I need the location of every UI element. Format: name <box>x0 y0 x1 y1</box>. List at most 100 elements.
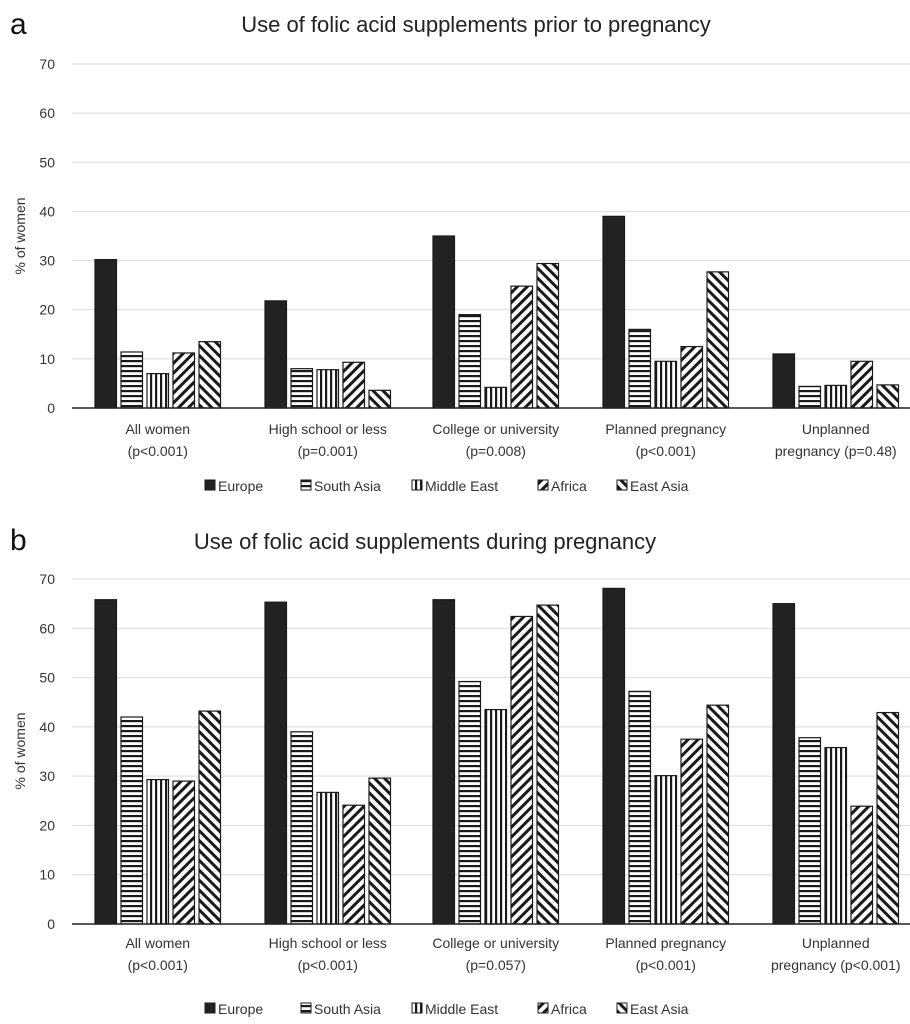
panel-b-title: Use of folic acid supplements during pre… <box>194 529 656 554</box>
y-tick-label: 60 <box>39 105 55 121</box>
bar-middle-east <box>654 775 678 925</box>
y-tick-label: 30 <box>39 768 55 784</box>
bar-africa <box>680 738 704 925</box>
bar-east-asia <box>706 271 730 409</box>
panel-b-chart: b Use of folic acid supplements during p… <box>10 524 910 1017</box>
x-category-label: (p<0.001) <box>636 443 696 459</box>
bar-africa <box>172 780 196 925</box>
panel-a-letter: a <box>10 8 27 41</box>
panel-b-y-axis-label: % of women <box>12 712 28 789</box>
bar-europe <box>772 603 796 925</box>
legend-label-east-asia: East Asia <box>630 1001 689 1017</box>
bar-middle-east <box>824 384 848 409</box>
bar-east-asia <box>706 704 730 925</box>
x-category-label: (p<0.001) <box>128 443 188 459</box>
panel-a-title: Use of folic acid supplements prior to p… <box>241 12 711 37</box>
x-category-label: Planned pregnancy <box>605 421 726 437</box>
bar-east-asia <box>198 341 222 409</box>
bar-middle-east <box>824 746 848 925</box>
legend-label-africa: Africa <box>551 478 587 494</box>
bar-east-asia <box>198 710 222 925</box>
x-category-label: pregnancy (p<0.001) <box>771 957 901 973</box>
x-category-label: Planned pregnancy <box>605 935 726 951</box>
bar-east-asia <box>368 389 392 409</box>
bar-africa <box>510 615 534 925</box>
bar-africa <box>680 345 704 409</box>
y-tick-label: 50 <box>39 670 55 686</box>
legend-swatch-east-asia <box>616 479 628 491</box>
legend-label-south-asia: South Asia <box>314 478 381 494</box>
x-category-label: College or university <box>432 421 559 437</box>
bar-east-asia <box>536 604 560 925</box>
panel-b-y-ticks: 0 10 20 30 40 50 60 70 <box>39 571 55 932</box>
bar-middle-east <box>654 360 678 409</box>
bar-africa <box>342 361 366 409</box>
bar-east-asia <box>876 384 900 409</box>
x-category-label: High school or less <box>269 421 387 437</box>
y-tick-label: 60 <box>39 620 55 636</box>
legend-label-south-asia: South Asia <box>314 1001 381 1017</box>
panel-a-bars <box>94 215 900 409</box>
panel-b-bars <box>94 587 900 925</box>
bar-europe <box>602 215 626 409</box>
bar-africa <box>850 360 874 409</box>
bar-middle-east <box>316 369 340 409</box>
legend-label-east-asia: East Asia <box>630 478 689 494</box>
bar-south-asia <box>628 690 652 925</box>
bar-europe <box>432 235 456 409</box>
bar-europe <box>602 587 626 925</box>
x-category-label: pregnancy (p=0.48) <box>775 443 897 459</box>
bar-europe <box>432 599 456 925</box>
panel-a-legend: Europe South Asia Middle East Africa East As… <box>204 478 689 494</box>
bar-south-asia <box>290 731 314 925</box>
x-category-label: (p<0.001) <box>636 957 696 973</box>
bar-south-asia <box>628 328 652 409</box>
legend-swatch-europe <box>204 1002 216 1014</box>
x-category-label: College or university <box>432 935 559 951</box>
y-tick-label: 10 <box>39 867 55 883</box>
bar-africa <box>510 285 534 409</box>
legend-label-europe: Europe <box>218 1001 263 1017</box>
y-tick-label: 20 <box>39 817 55 833</box>
x-category-label: (p=0.057) <box>466 957 526 973</box>
legend-swatch-middle-east <box>411 1002 423 1014</box>
y-tick-label: 40 <box>39 203 55 219</box>
y-tick-label: 30 <box>39 253 55 269</box>
legend-label-europe: Europe <box>218 478 263 494</box>
bar-africa <box>850 805 874 925</box>
legend-swatch-africa <box>537 1002 549 1014</box>
bar-south-asia <box>290 368 314 409</box>
bar-middle-east <box>484 709 508 925</box>
bar-east-asia <box>368 777 392 925</box>
bar-europe <box>94 258 118 409</box>
bar-east-asia <box>536 262 560 409</box>
y-tick-label: 40 <box>39 719 55 735</box>
legend-swatch-europe <box>204 479 216 491</box>
legend-label-africa: Africa <box>551 1001 587 1017</box>
y-tick-label: 70 <box>39 56 55 72</box>
x-category-label: Unplanned <box>802 935 870 951</box>
x-category-label: (p=0.001) <box>298 443 358 459</box>
bar-south-asia <box>458 680 482 925</box>
x-category-label: (p=0.008) <box>466 443 526 459</box>
y-tick-label: 0 <box>47 400 55 416</box>
legend-swatch-south-asia <box>300 1002 312 1014</box>
panel-b-legend: Europe South Asia Middle East Africa East As… <box>204 1001 689 1017</box>
legend-swatch-east-asia <box>616 1002 628 1014</box>
legend-swatch-middle-east <box>411 479 423 491</box>
bar-europe <box>94 599 118 925</box>
y-tick-label: 20 <box>39 302 55 318</box>
x-category-label: (p<0.001) <box>128 957 188 973</box>
panel-b-category-labels: All women (p<0.001) High school or less (p<… <box>125 935 900 973</box>
bar-south-asia <box>798 737 822 925</box>
y-tick-label: 50 <box>39 154 55 170</box>
bar-middle-east <box>146 778 170 925</box>
bar-south-asia <box>120 716 144 925</box>
y-tick-label: 10 <box>39 351 55 367</box>
panel-a-y-ticks: 0 10 20 30 40 50 60 70 <box>39 56 55 416</box>
panel-a-category-labels: All women (p<0.001) High school or less (p=… <box>125 421 896 459</box>
bar-east-asia <box>876 711 900 925</box>
bar-south-asia <box>798 385 822 409</box>
legend-swatch-africa <box>537 479 549 491</box>
bar-europe <box>264 300 288 409</box>
